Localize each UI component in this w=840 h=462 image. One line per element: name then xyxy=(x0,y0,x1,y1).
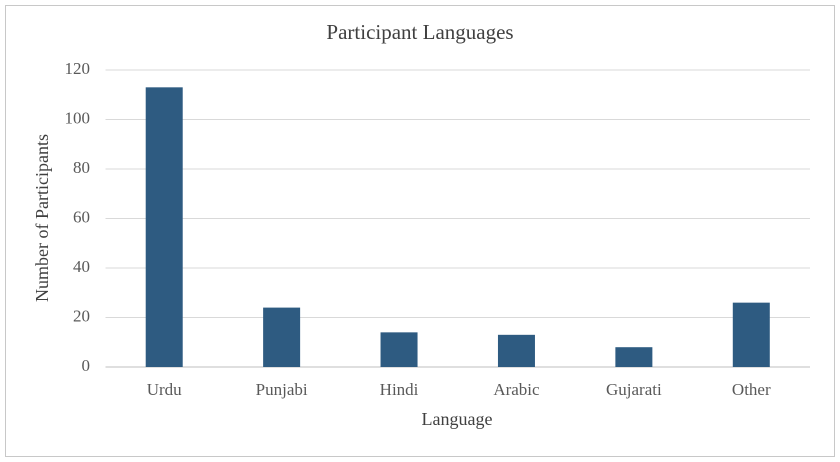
x-axis-title: Language xyxy=(422,409,493,429)
bar xyxy=(380,332,418,367)
x-tick-label: Arabic xyxy=(493,380,540,399)
bar xyxy=(497,334,535,367)
y-tick-label: 80 xyxy=(73,158,90,177)
bar xyxy=(732,302,770,367)
y-axis-title: Number of Participants xyxy=(32,134,52,302)
y-tick-label: 40 xyxy=(73,257,90,276)
chart-border xyxy=(5,5,835,457)
y-tick-label: 60 xyxy=(73,207,90,226)
x-tick-label: Punjabi xyxy=(256,380,308,399)
x-tick-label: Gujarati xyxy=(606,380,662,399)
bar xyxy=(145,87,183,367)
y-tick-label: 20 xyxy=(73,306,90,325)
y-tick-label: 100 xyxy=(65,108,91,127)
y-tick-label: 0 xyxy=(82,356,91,375)
y-tick-label: 120 xyxy=(65,59,91,78)
x-tick-label: Urdu xyxy=(147,380,182,399)
bar xyxy=(263,307,301,367)
x-tick-label: Hindi xyxy=(380,380,419,399)
bar xyxy=(615,347,653,367)
x-tick-label: Other xyxy=(732,380,771,399)
chart-title: Participant Languages xyxy=(326,20,513,44)
